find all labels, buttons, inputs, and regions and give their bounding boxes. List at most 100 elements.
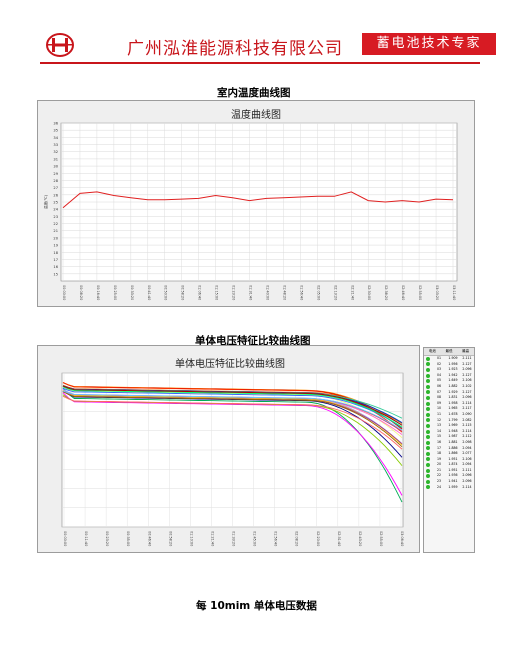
legend-cell: 1.969 (448, 423, 458, 428)
x-tick-label: 03:06:40 (400, 531, 404, 546)
company-name: 广州泓淮能源科技有限公司 (127, 39, 343, 59)
legend-cell: 1.866 (448, 451, 458, 456)
legend-row: 22 1.936 2.096 (424, 473, 474, 479)
legend-cell: 2.115 (462, 423, 472, 428)
legend-cell: 2.090 (462, 411, 472, 416)
legend-cell: 2.106 (462, 456, 472, 461)
legend-cell: 2.127 (462, 372, 472, 377)
x-tick-label: 01:06:40 (198, 285, 202, 300)
letterhead: 广州泓淮能源科技有限公司 蓄电池技术专家 (35, 30, 496, 62)
x-tick-label: 02:55:00 (379, 531, 383, 546)
legend-row: 02 1.956 2.127 (424, 362, 474, 368)
legend-row: 12 1.799 2.082 (424, 418, 474, 424)
x-tick-label: 01:45:00 (253, 531, 257, 546)
legend-cell: 2.112 (462, 434, 472, 439)
legend-cell: 1.649 (448, 378, 458, 383)
y-tick-label: 24 (53, 208, 58, 212)
x-tick-label: 00:16:40 (96, 285, 100, 300)
x-tick-label: 00:00:00 (62, 285, 66, 300)
legend-cell: 1.965 (448, 406, 458, 411)
legend-row: 16 1.881 2.098 (424, 440, 474, 446)
x-tick-label: 02:30:00 (367, 285, 371, 300)
x-tick-label: 01:56:40 (274, 531, 278, 546)
battery-status-icon (426, 418, 430, 423)
legend-row: 13 1.969 2.115 (424, 423, 474, 429)
legend-cell: 1.936 (448, 473, 458, 478)
x-tick-label: 01:10:00 (189, 531, 193, 546)
y-tick-label: 31 (53, 157, 58, 161)
x-tick-label: 02:46:40 (401, 285, 405, 300)
legend-cell: 2.127 (462, 361, 472, 366)
legend-cell: 1.881 (448, 439, 458, 444)
legend-cell: 2.114 (462, 428, 472, 433)
legend-cell: 2.096 (462, 473, 472, 478)
legend-cell: 03 (436, 367, 442, 372)
x-tick-label: 01:33:20 (232, 531, 236, 546)
legend-cell: 1.886 (448, 445, 458, 450)
y-tick-label: 27 (53, 186, 58, 190)
battery-status-icon (426, 440, 430, 445)
x-tick-label: 00:41:40 (147, 285, 151, 300)
legend-cell: 2.102 (462, 383, 472, 388)
legend-rows: 01 1.909 2.111 02 1.956 2.127 03 1.923 2.096 04 1.… (424, 356, 474, 490)
legend-cell: 1.942 (448, 372, 458, 377)
battery-status-icon (426, 356, 430, 361)
legend-cell: 2.094 (462, 445, 472, 450)
legend-row: 04 1.942 2.127 (424, 373, 474, 379)
y-tick-label: 19 (53, 244, 58, 248)
x-tick-label: 02:13:20 (333, 285, 337, 300)
x-tick-label: 00:00:00 (63, 531, 67, 546)
legend-row: 05 1.649 2.106 (424, 378, 474, 384)
battery-voltage-line (62, 387, 403, 503)
legend-cell: 1.923 (448, 367, 458, 372)
legend-cell: 1.956 (448, 361, 458, 366)
legend-cell: 06 (436, 383, 442, 388)
y-tick-label: 36 (53, 122, 58, 126)
x-tick-label: 00:50:00 (164, 285, 168, 300)
x-tick-label: 00:58:20 (168, 531, 172, 546)
x-tick-label: 03:03:20 (435, 285, 439, 300)
legend-cell: 1.882 (448, 383, 458, 388)
x-tick-label: 02:43:20 (358, 531, 362, 546)
x-tick-label: 02:38:20 (384, 285, 388, 300)
slogan-badge: 蓄电池技术专家 (362, 33, 496, 55)
battery-status-icon (426, 429, 430, 434)
legend-cell: 04 (436, 372, 442, 377)
data-section-title: 每 10mim 单体电压数据 (196, 600, 317, 612)
legend-cell: 2.096 (462, 395, 472, 400)
legend-cell: 10 (436, 406, 442, 411)
x-tick-label: 01:23:20 (232, 285, 236, 300)
battery-status-icon (426, 423, 430, 428)
temperature-series-line (62, 191, 454, 209)
legend-header-cell: 电池 (428, 349, 436, 353)
legend-cell: 1.874 (448, 462, 458, 467)
y-tick-label: 29 (53, 172, 58, 176)
battery-status-icon (426, 412, 430, 417)
battery-status-icon (426, 407, 430, 412)
legend-cell: 1.799 (448, 417, 458, 422)
legend-row: 21 1.951 2.111 (424, 468, 474, 474)
battery-voltage-line (62, 387, 403, 428)
legend-cell: 15 (436, 434, 442, 439)
x-tick-label: 02:21:40 (350, 285, 354, 300)
x-tick-label: 01:21:40 (210, 531, 214, 546)
y-tick-label: 23 (53, 215, 58, 219)
temperature-chart-frame: 温度曲线图 15 16 17 18 19 20 21 22 23 24 25 26 27 28 29 30 31… (37, 100, 475, 307)
battery-status-icon (426, 435, 430, 440)
legend-row: 01 1.909 2.111 (424, 356, 474, 362)
voltage-legend-table: 电池 最低 最高 01 1.909 2.111 02 1.956 2.127 03 1.923… (423, 347, 475, 553)
legend-cell: 1.951 (448, 467, 458, 472)
battery-status-icon (426, 384, 430, 389)
x-tick-label: 00:33:20 (130, 285, 134, 300)
x-tick-label: 01:15:00 (215, 285, 219, 300)
x-tick-label: 00:25:00 (113, 285, 117, 300)
legend-cell: 2.111 (462, 467, 472, 472)
y-axis-label: 温度(℃) (43, 194, 48, 209)
legend-cell: 19 (436, 456, 442, 461)
battery-voltage-line (62, 392, 403, 496)
x-tick-label: 00:35:00 (126, 531, 130, 546)
legend-row: 19 1.951 2.106 (424, 457, 474, 463)
temperature-chart-title: 温度曲线图 (231, 110, 281, 121)
legend-cell: 23 (436, 479, 442, 484)
legend-cell: 1.951 (448, 456, 458, 461)
